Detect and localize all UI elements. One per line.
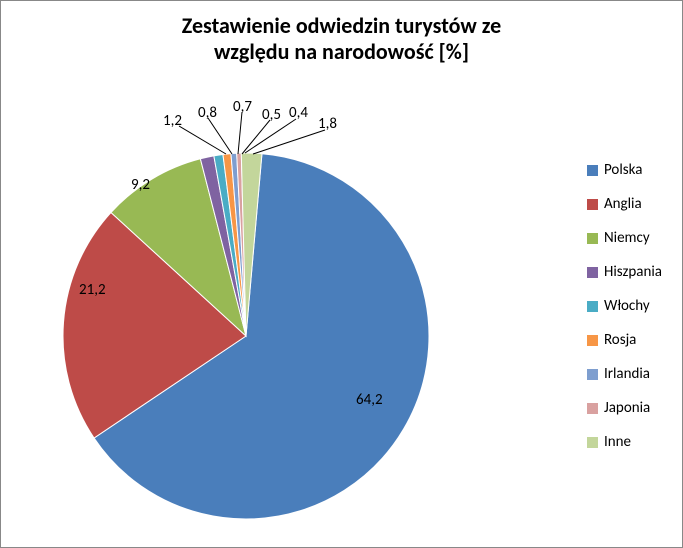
data-label: 0,8 bbox=[198, 104, 217, 122]
data-label: 1,2 bbox=[163, 112, 182, 130]
legend-swatch bbox=[587, 437, 598, 448]
legend-label: Rosja bbox=[604, 331, 636, 349]
legend-item: Anglia bbox=[587, 195, 662, 213]
leader-line bbox=[242, 120, 270, 154]
legend-swatch bbox=[587, 267, 598, 278]
leader-line bbox=[238, 112, 242, 154]
legend-label: Anglia bbox=[604, 195, 642, 213]
data-label: 21,2 bbox=[79, 281, 106, 299]
legend-label: Inne bbox=[604, 433, 631, 451]
legend-item: Rosja bbox=[587, 331, 662, 349]
chart-container: Zestawienie odwiedzin turystów ze względ… bbox=[0, 0, 683, 548]
data-label: 64,2 bbox=[356, 391, 383, 409]
legend-label: Irlandia bbox=[604, 365, 650, 383]
leader-line bbox=[208, 118, 232, 154]
data-label: 1,8 bbox=[318, 115, 337, 133]
legend-swatch bbox=[587, 335, 598, 346]
legend-item: Inne bbox=[587, 433, 662, 451]
legend-item: Irlandia bbox=[587, 365, 662, 383]
data-label: 0,5 bbox=[262, 106, 281, 124]
legend-swatch bbox=[587, 369, 598, 380]
data-label: 0,4 bbox=[289, 104, 308, 122]
legend-item: Japonia bbox=[587, 399, 662, 417]
leader-line bbox=[253, 130, 325, 154]
legend-item: Niemcy bbox=[587, 229, 662, 247]
legend-swatch bbox=[587, 199, 598, 210]
legend-swatch bbox=[587, 165, 598, 176]
data-label: 0,7 bbox=[233, 98, 252, 116]
legend-label: Polska bbox=[604, 161, 642, 179]
legend-label: Niemcy bbox=[604, 229, 650, 247]
legend-item: Włochy bbox=[587, 297, 662, 315]
legend-item: Hiszpania bbox=[587, 263, 662, 281]
legend-swatch bbox=[587, 301, 598, 312]
pie-chart bbox=[1, 1, 683, 548]
leader-line bbox=[179, 126, 226, 154]
legend-swatch bbox=[587, 403, 598, 414]
legend-swatch bbox=[587, 233, 598, 244]
data-label: 9,2 bbox=[131, 176, 150, 194]
legend-item: Polska bbox=[587, 161, 662, 179]
legend-label: Japonia bbox=[604, 399, 650, 417]
legend-label: Hiszpania bbox=[604, 263, 662, 281]
legend: Polska Anglia Niemcy Hiszpania Włochy Rosja Ir… bbox=[587, 161, 662, 467]
legend-label: Włochy bbox=[604, 297, 650, 315]
